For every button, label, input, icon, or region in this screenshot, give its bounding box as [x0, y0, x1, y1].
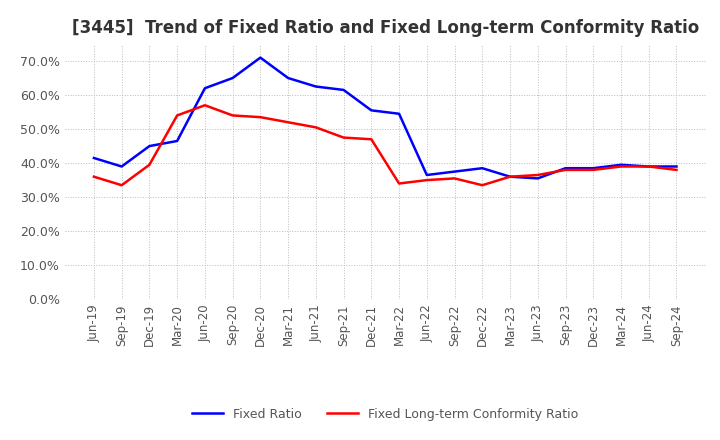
Fixed Long-term Conformity Ratio	[89, 174, 98, 180]
Fixed Long-term Conformity Ratio	[450, 176, 459, 181]
Fixed Long-term Conformity Ratio	[256, 114, 265, 120]
Legend: Fixed Ratio, Fixed Long-term Conformity Ratio: Fixed Ratio, Fixed Long-term Conformity …	[187, 403, 583, 425]
Fixed Ratio	[478, 165, 487, 171]
Fixed Long-term Conformity Ratio	[228, 113, 237, 118]
Fixed Long-term Conformity Ratio	[312, 125, 320, 130]
Fixed Ratio	[256, 55, 265, 60]
Fixed Ratio	[284, 75, 292, 81]
Fixed Ratio	[339, 87, 348, 92]
Fixed Ratio	[672, 164, 681, 169]
Fixed Ratio	[505, 174, 514, 180]
Fixed Ratio	[423, 172, 431, 178]
Line: Fixed Ratio: Fixed Ratio	[94, 58, 677, 178]
Fixed Ratio	[89, 155, 98, 161]
Fixed Long-term Conformity Ratio	[672, 167, 681, 172]
Fixed Long-term Conformity Ratio	[505, 174, 514, 180]
Fixed Ratio	[201, 86, 210, 91]
Fixed Ratio	[173, 138, 181, 143]
Fixed Long-term Conformity Ratio	[534, 172, 542, 178]
Fixed Long-term Conformity Ratio	[145, 162, 154, 168]
Fixed Ratio	[534, 176, 542, 181]
Fixed Ratio	[561, 165, 570, 171]
Fixed Ratio	[616, 162, 625, 168]
Fixed Long-term Conformity Ratio	[589, 167, 598, 172]
Line: Fixed Long-term Conformity Ratio: Fixed Long-term Conformity Ratio	[94, 105, 677, 185]
Fixed Long-term Conformity Ratio	[423, 177, 431, 183]
Fixed Long-term Conformity Ratio	[367, 137, 376, 142]
Fixed Ratio	[117, 164, 126, 169]
Fixed Ratio	[367, 108, 376, 113]
Fixed Long-term Conformity Ratio	[616, 164, 625, 169]
Fixed Long-term Conformity Ratio	[201, 103, 210, 108]
Fixed Long-term Conformity Ratio	[173, 113, 181, 118]
Fixed Ratio	[450, 169, 459, 174]
Fixed Long-term Conformity Ratio	[478, 183, 487, 188]
Fixed Ratio	[644, 164, 653, 169]
Fixed Long-term Conformity Ratio	[561, 167, 570, 172]
Fixed Long-term Conformity Ratio	[339, 135, 348, 140]
Fixed Ratio	[312, 84, 320, 89]
Title: [3445]  Trend of Fixed Ratio and Fixed Long-term Conformity Ratio: [3445] Trend of Fixed Ratio and Fixed Lo…	[71, 19, 699, 37]
Fixed Long-term Conformity Ratio	[117, 183, 126, 188]
Fixed Long-term Conformity Ratio	[644, 164, 653, 169]
Fixed Ratio	[145, 143, 154, 149]
Fixed Ratio	[228, 75, 237, 81]
Fixed Ratio	[589, 165, 598, 171]
Fixed Long-term Conformity Ratio	[395, 181, 403, 186]
Fixed Ratio	[395, 111, 403, 117]
Fixed Long-term Conformity Ratio	[284, 120, 292, 125]
